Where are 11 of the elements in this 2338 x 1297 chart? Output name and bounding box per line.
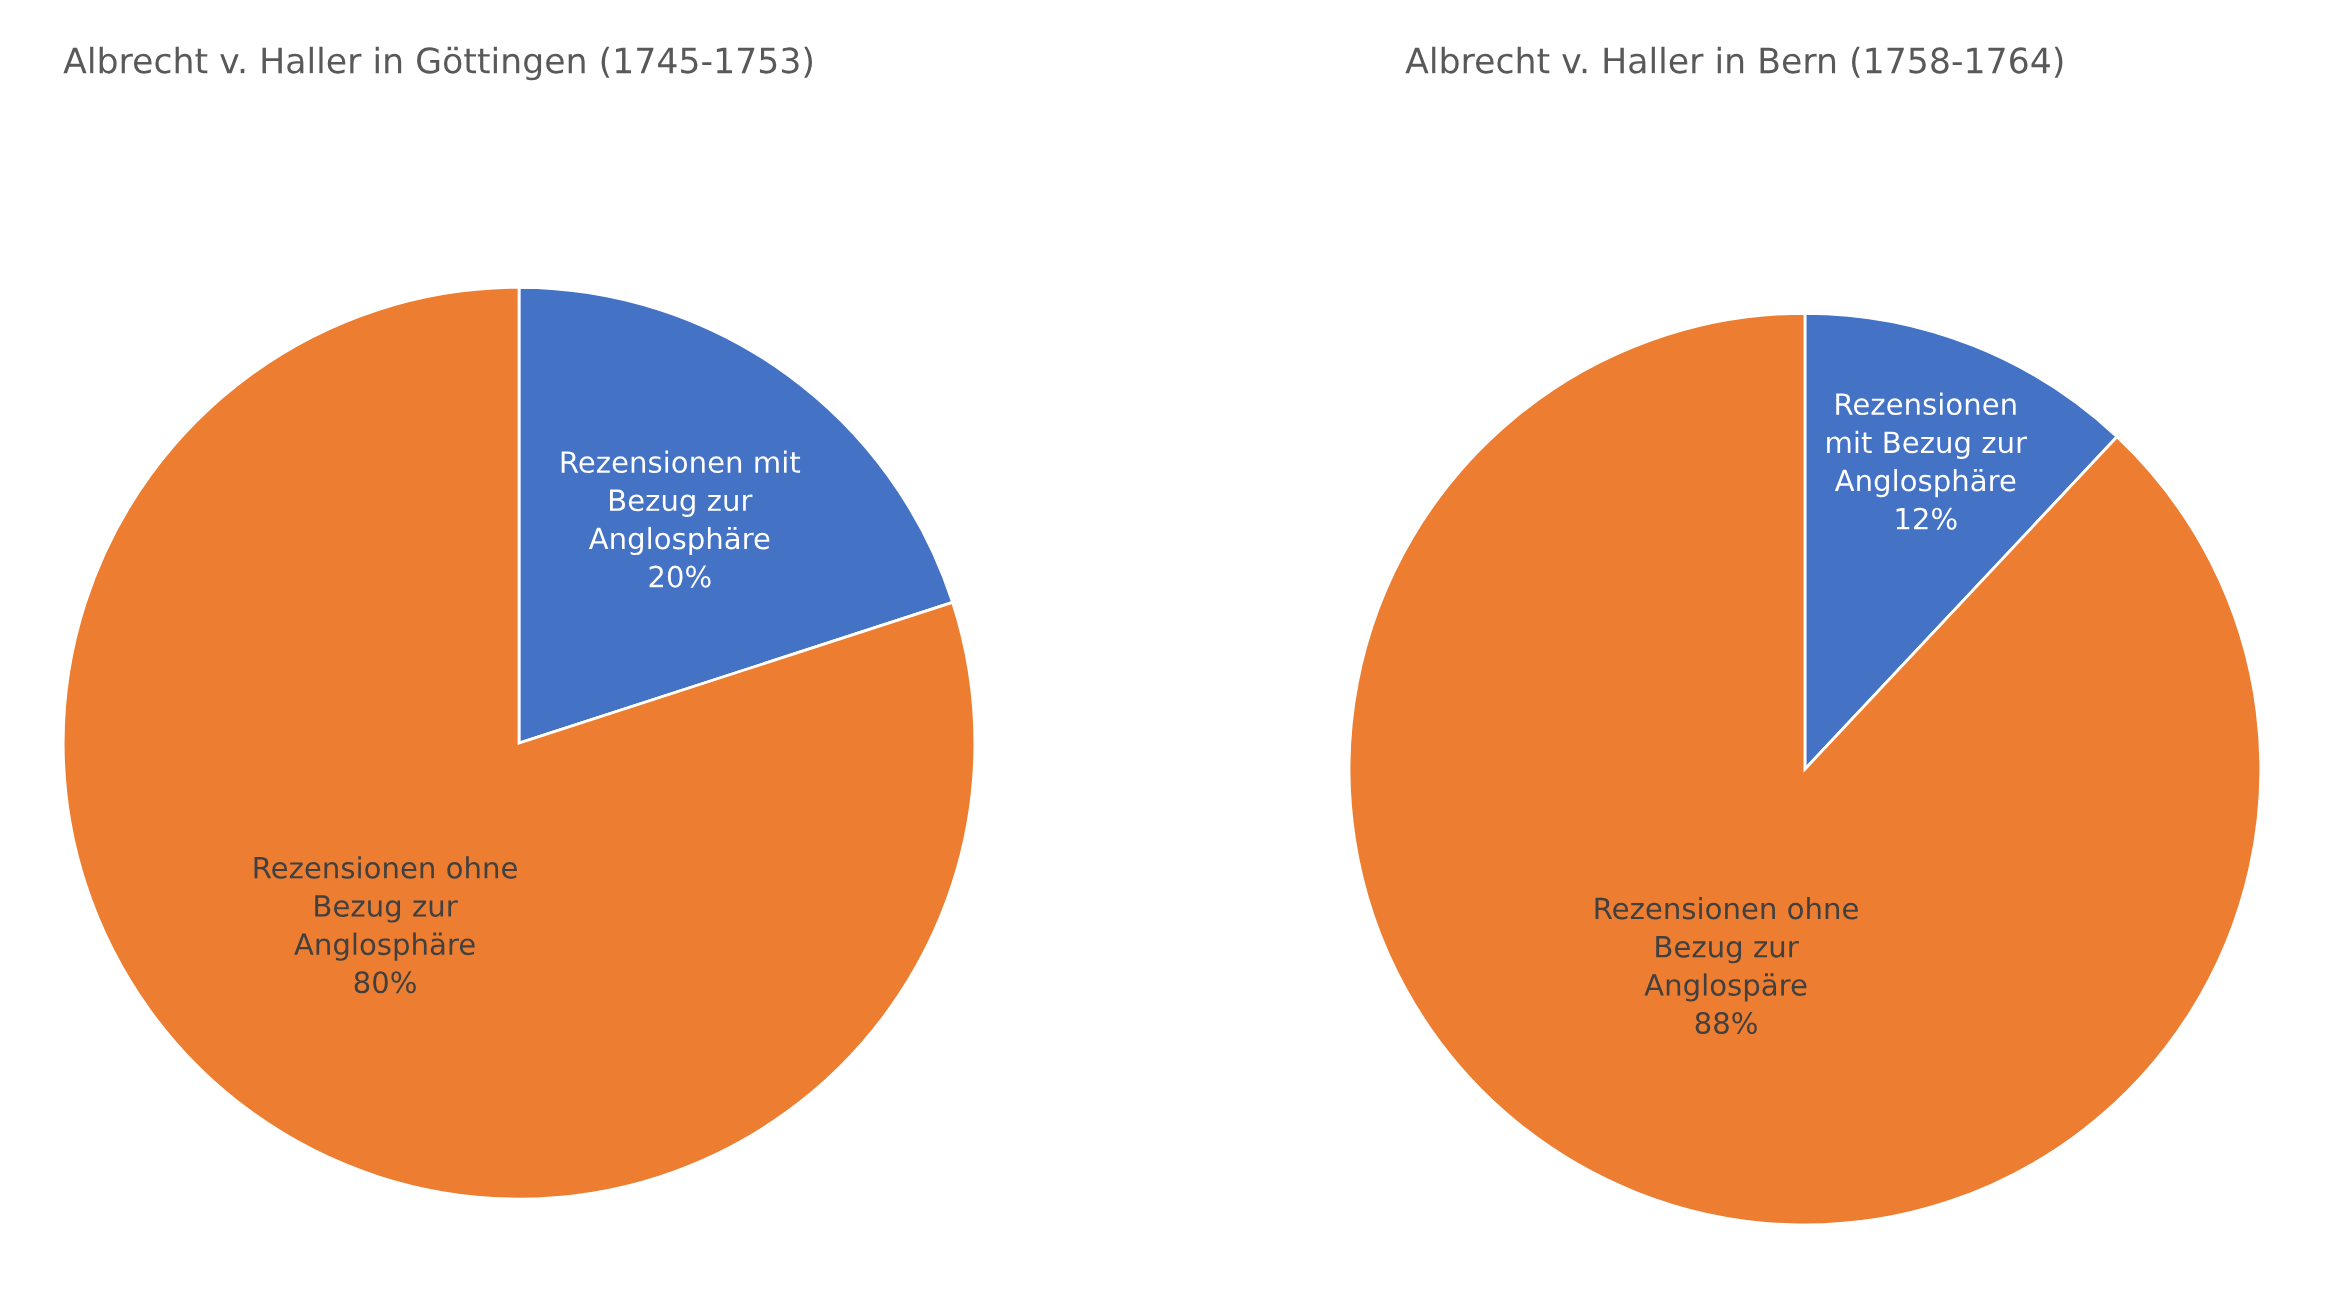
chart-title: Albrecht v. Haller in Göttingen (1745-1753) <box>63 46 812 81</box>
data-label: 88% <box>1695 1012 1757 1035</box>
slice-label: Rezensionen ohne Bezug zur Anglospäre <box>1595 896 1858 1002</box>
data-label: 12% <box>1896 507 1957 530</box>
pie-slice <box>61 285 977 1201</box>
slice-label: Rezensionen ohne Bezug zur Anglosphäre <box>254 856 517 961</box>
data-label: 20% <box>649 565 711 588</box>
slice-label: Rezensionen mit Bezug zur Anglosphäre <box>561 450 801 556</box>
data-label: 80% <box>354 971 416 994</box>
slice-label: Rezensionen mit Bezug zur Anglosphäre <box>1827 392 2028 498</box>
chart-title: Albrecht v. Haller in Bern (1758-1764) <box>1405 46 2063 78</box>
